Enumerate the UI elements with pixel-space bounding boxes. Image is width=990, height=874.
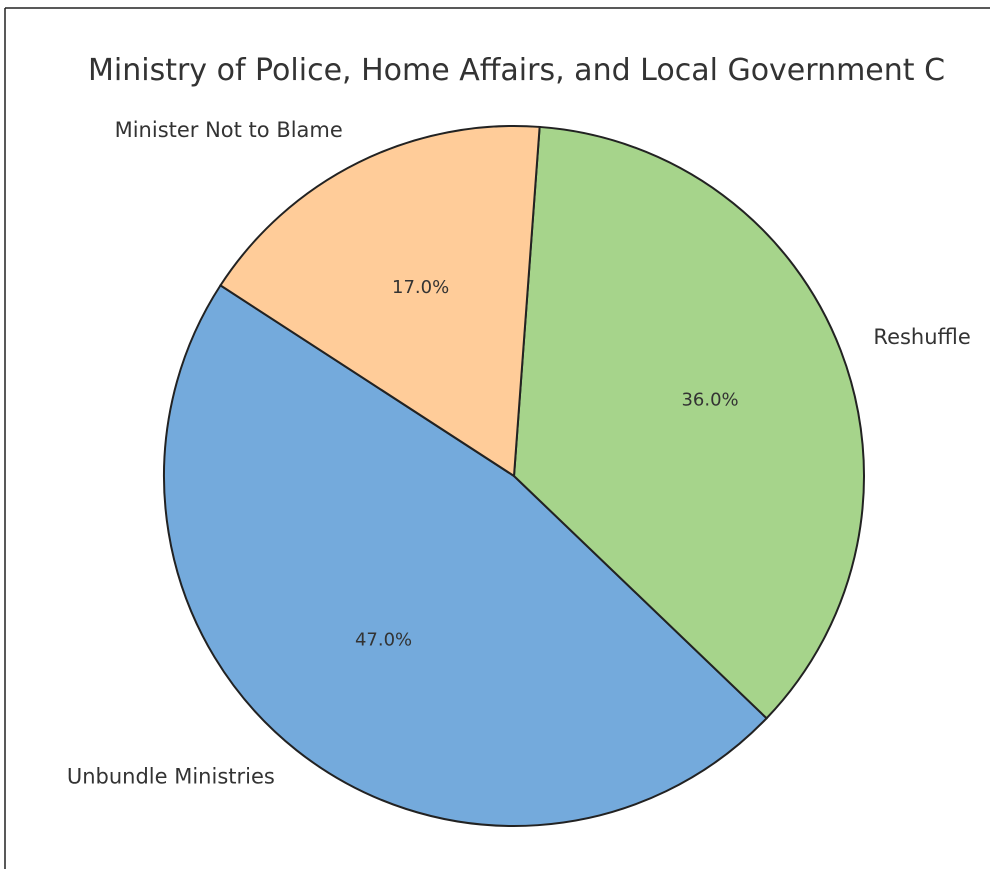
pie-percent-label-reshuffle: 36.0%	[681, 390, 738, 411]
pie-percent-label-unbundle-ministries: 47.0%	[355, 630, 412, 651]
pie-slice-unbundle-ministries	[163, 283, 769, 827]
pie-slice-label-minister-not-to-blame: Minister Not to Blame	[115, 118, 343, 142]
pie-slices	[163, 125, 865, 827]
pie-slice-label-unbundle-ministries: Unbundle Ministries	[67, 765, 275, 789]
pie-slice-minister-not-to-blame	[219, 125, 541, 478]
pie-percent-label-minister-not-to-blame: 17.0%	[392, 277, 449, 298]
chart-title: Ministry of Police, Home Affairs, and Lo…	[88, 53, 945, 88]
pie-slice-reshuffle	[512, 125, 865, 720]
pie-slice-label-reshuffle: Reshuffle	[873, 325, 970, 349]
pie-labels: 47.0% Unbundle Ministries 36.0% Reshuffle 17…	[67, 118, 971, 789]
